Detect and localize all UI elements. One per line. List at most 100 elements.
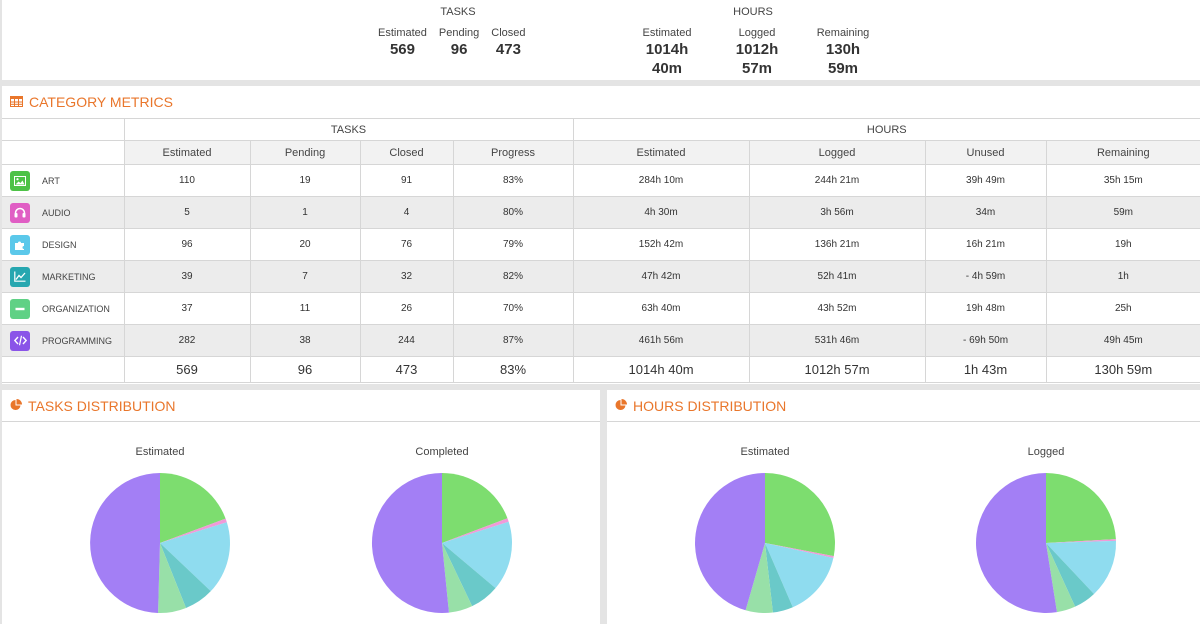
metric-cell: 35h 15m	[1045, 164, 1200, 197]
total-cell: 1014h 40m	[572, 356, 750, 383]
metric-cell: 32	[359, 260, 454, 293]
pie-slice-marketing[interactable]	[765, 543, 793, 613]
metric-cell: 39h 49m	[924, 164, 1047, 197]
summary-tasks-pending: Pending 96	[433, 26, 485, 59]
metric-cell: 4h 30m	[572, 196, 750, 229]
category-cell: MARKETING	[2, 260, 125, 293]
metric-cell: 47h 42m	[572, 260, 750, 293]
pie-slice-programming[interactable]	[90, 473, 160, 613]
metric-cell: 5	[123, 196, 251, 229]
pie-slice-marketing[interactable]	[442, 543, 496, 607]
column-header: Pending	[249, 140, 361, 165]
metric-cell: 1h	[1045, 260, 1200, 293]
summary-hours-estimated: Estimated 1014h 40m	[622, 26, 712, 78]
metric-cell: 3h 56m	[748, 196, 926, 229]
metric-cell: 82%	[452, 260, 574, 293]
metric-cell: 284h 10m	[572, 164, 750, 197]
summary-label: Logged	[738, 27, 776, 39]
metric-cell: 39	[123, 260, 251, 293]
category-name: AUDIO	[42, 207, 71, 218]
category-metrics-title: CATEGORY METRICS	[29, 94, 173, 110]
metric-cell: 79%	[452, 228, 574, 261]
column-header: Remaining	[1045, 140, 1200, 165]
summary-value: 569	[389, 41, 415, 58]
pie-slice-organization[interactable]	[442, 543, 473, 613]
hours-distribution-panel: HOURS DISTRIBUTION Estimated Logged	[607, 390, 1200, 624]
metric-cell: 531h 46m	[748, 324, 926, 357]
category-cell: PROGRAMMING	[2, 324, 125, 357]
pie-svg	[976, 473, 1117, 613]
pie-slice-audio[interactable]	[765, 543, 834, 559]
pie-slice-design[interactable]	[442, 521, 513, 589]
category-name: ART	[42, 175, 60, 186]
category-row-audio: AUDIO 5 1 4 80% 4h 30m 3h 56m 34m 59m	[2, 196, 1200, 229]
total-cell: 473	[359, 356, 454, 383]
category-name: PROGRAMMING	[42, 335, 113, 346]
metric-cell: 11	[249, 292, 361, 325]
summary-tasks-title: TASKS	[440, 6, 476, 18]
category-metrics-table: TASKS HOURS Estimated Pending Closed Progre…	[2, 118, 1200, 383]
metric-cell: 1	[249, 196, 361, 229]
tasks-distribution-panel: TASKS DISTRIBUTION Estimated Completed	[2, 390, 600, 624]
category-row-organization: ORGANIZATION 37 11 26 70% 63h 40m 43h 52m 19h 4…	[2, 292, 1200, 325]
total-cell: 569	[123, 356, 251, 383]
pie-slice-design[interactable]	[765, 543, 834, 608]
tasks-distribution-title: TASKS DISTRIBUTION	[28, 397, 176, 414]
pie-slice-art[interactable]	[765, 473, 836, 557]
summary-panel: TASKS Estimated 569 Pending 96 Closed 47…	[2, 0, 1200, 80]
metric-cell: 43h 52m	[748, 292, 926, 325]
metric-cell: 16h 21m	[924, 228, 1047, 261]
metric-cell: 25h	[1045, 292, 1200, 325]
category-name: MARKETING	[42, 271, 96, 282]
summary-label: Pending	[438, 27, 480, 39]
metric-cell: 152h 42m	[572, 228, 750, 261]
category-name: DESIGN	[42, 239, 77, 250]
metric-cell: 34m	[924, 196, 1047, 229]
summary-value: 1012h 57m	[735, 41, 779, 77]
tasks-distribution-header: TASKS DISTRIBUTION	[2, 390, 600, 422]
metric-cell: 282	[123, 324, 251, 357]
pie-slice-marketing[interactable]	[1046, 543, 1095, 607]
pie-chart-icon	[10, 390, 22, 422]
metric-cell: 96	[123, 228, 251, 261]
pie-slice-organization[interactable]	[158, 543, 187, 613]
metric-cell: 244h 21m	[748, 164, 926, 197]
pie-slice-programming[interactable]	[976, 473, 1057, 613]
category-cell: ORGANIZATION	[2, 292, 125, 325]
corner-cell	[2, 118, 125, 141]
pie-slice-design[interactable]	[160, 522, 230, 592]
image-icon	[10, 170, 30, 191]
metric-cell: 59m	[1045, 196, 1200, 229]
column-header: Estimated	[123, 140, 251, 165]
totals-label-cell	[2, 356, 125, 383]
pie-slice-audio[interactable]	[1046, 539, 1116, 543]
pie-slice-programming[interactable]	[695, 473, 765, 611]
metric-cell: 19	[249, 164, 361, 197]
pie-slice-marketing[interactable]	[160, 543, 211, 608]
column-header: Logged	[748, 140, 926, 165]
metric-cell: - 4h 59m	[924, 260, 1047, 293]
pie-slice-organization[interactable]	[1046, 543, 1076, 613]
summary-value: 473	[495, 41, 521, 58]
category-metrics-panel: CATEGORY METRICS TASKS HOURS Estimated Pe…	[2, 86, 1200, 384]
summary-tasks-closed: Closed 473	[485, 26, 531, 59]
pie-slice-design[interactable]	[1046, 540, 1117, 594]
summary-label: Estimated	[378, 27, 427, 39]
metric-cell: 38	[249, 324, 361, 357]
total-cell: 1h 43m	[924, 356, 1047, 383]
pie-slice-art[interactable]	[442, 473, 508, 543]
summary-hours-title: HOURS	[733, 6, 773, 18]
metric-cell: 52h 41m	[748, 260, 926, 293]
pie-slice-audio[interactable]	[442, 518, 509, 543]
summary-label: Remaining	[816, 27, 870, 39]
total-cell: 96	[249, 356, 361, 383]
pie-slice-art[interactable]	[160, 473, 226, 543]
metric-cell: 37	[123, 292, 251, 325]
pie-slice-programming[interactable]	[371, 473, 449, 613]
pie-slice-art[interactable]	[1046, 473, 1116, 543]
pie-slice-organization[interactable]	[745, 543, 773, 613]
category-row-art: ART 110 19 91 83% 284h 10m 244h 21m 39h 49m 35h …	[2, 164, 1200, 197]
total-cell: 130h 59m	[1045, 356, 1200, 383]
corner-cell	[2, 140, 125, 165]
pie-slice-audio[interactable]	[160, 518, 227, 543]
